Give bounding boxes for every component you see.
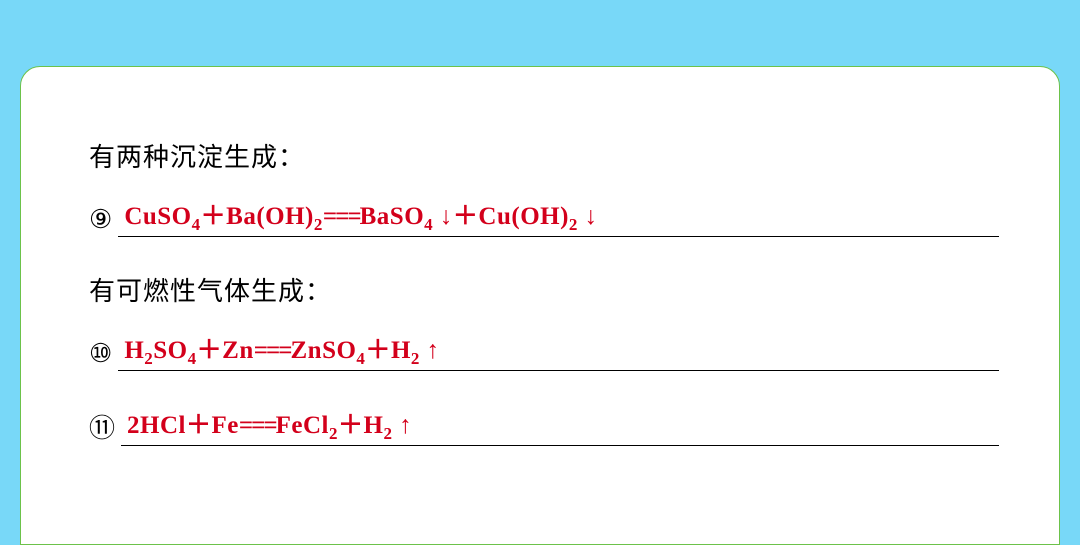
item-number: ⑪: [89, 416, 115, 446]
equation-text: CuSO4＋Ba(OH)2===BaSO4 ↓＋Cu(OH)2 ↓: [118, 203, 597, 230]
content-card: 有两种沉淀生成： ⑨ CuSO4＋Ba(OH)2===BaSO4 ↓＋Cu(OH…: [20, 66, 1060, 545]
item-number: ⑩: [89, 341, 112, 371]
equation-underline: H2SO4＋Zn===ZnSO4＋H2 ↑: [118, 330, 999, 371]
item-number: ⑨: [89, 207, 112, 237]
equation-underline: 2HCl＋Fe===FeCl2＋H2 ↑: [121, 405, 999, 446]
equation-row: ⑩ H2SO4＋Zn===ZnSO4＋H2 ↑: [89, 330, 999, 371]
equation-row: ⑪ 2HCl＋Fe===FeCl2＋H2 ↑: [89, 405, 999, 446]
equation-row: ⑨ CuSO4＋Ba(OH)2===BaSO4 ↓＋Cu(OH)2 ↓: [89, 196, 999, 237]
equation-text: 2HCl＋Fe===FeCl2＋H2 ↑: [121, 412, 412, 439]
equation-underline: CuSO4＋Ba(OH)2===BaSO4 ↓＋Cu(OH)2 ↓: [118, 196, 999, 237]
section-desc-1: 有两种沉淀生成：: [89, 137, 999, 174]
equation-text: H2SO4＋Zn===ZnSO4＋H2 ↑: [118, 337, 439, 364]
section-desc-2: 有可燃性气体生成：: [89, 271, 999, 308]
